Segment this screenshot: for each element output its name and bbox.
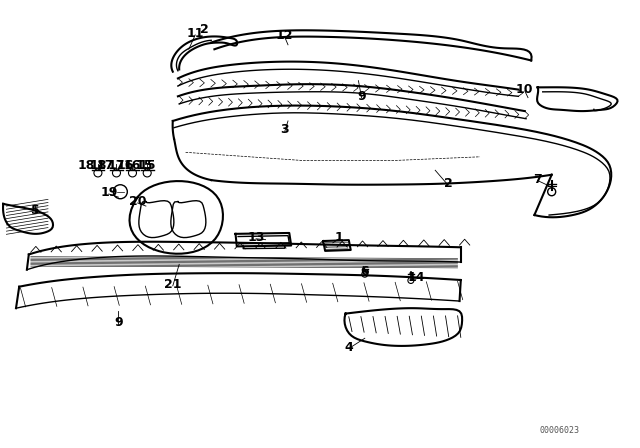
Text: 16: 16 <box>124 159 141 172</box>
Text: 2: 2 <box>200 22 209 36</box>
Text: 21: 21 <box>164 278 182 291</box>
Text: 15: 15 <box>138 159 156 172</box>
Text: 2: 2 <box>444 177 452 190</box>
Text: 6: 6 <box>360 264 369 278</box>
Text: 9: 9 <box>114 316 123 329</box>
Text: 20: 20 <box>129 195 147 208</box>
Text: 13: 13 <box>247 231 265 244</box>
Text: 4: 4 <box>344 340 353 354</box>
Text: 9: 9 <box>357 90 366 103</box>
Text: 3: 3 <box>280 123 289 137</box>
Text: 14: 14 <box>407 271 425 284</box>
Text: 11: 11 <box>186 27 204 40</box>
Text: 18: 18 <box>77 159 95 172</box>
Text: 5: 5 <box>31 204 40 217</box>
Text: 12: 12 <box>276 29 294 43</box>
Text: 15: 15 <box>135 159 153 172</box>
Text: 7: 7 <box>533 172 542 186</box>
Text: 00006023: 00006023 <box>540 426 580 435</box>
Text: 16: 16 <box>116 159 134 172</box>
Text: 1: 1 <box>335 231 344 244</box>
Text: 19: 19 <box>100 186 118 199</box>
Text: 17: 17 <box>97 159 115 172</box>
Text: 17: 17 <box>108 159 125 172</box>
Text: 10: 10 <box>516 83 534 96</box>
Text: 18: 18 <box>89 159 107 172</box>
